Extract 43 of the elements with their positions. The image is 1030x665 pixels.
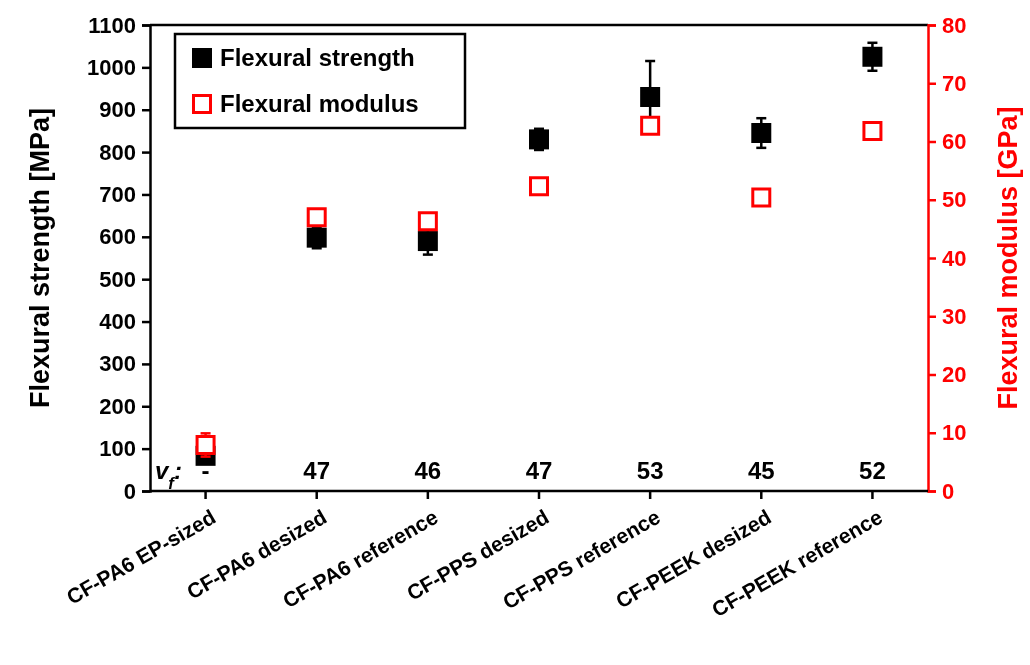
point <box>417 211 438 232</box>
annotation: 46 <box>414 457 442 484</box>
y-tick-label: 400 <box>99 309 136 335</box>
annotation: 52 <box>859 457 886 484</box>
y-tick-label: 800 <box>99 139 136 165</box>
point <box>529 176 549 197</box>
point <box>862 46 883 67</box>
legend-label: Flexural strength <box>220 44 415 72</box>
y2-tick-label: 80 <box>942 12 967 38</box>
y2-tick-label: 20 <box>942 362 967 388</box>
point <box>640 87 661 108</box>
point <box>751 187 772 208</box>
y-tick-label: 1000 <box>87 54 136 80</box>
legend-label: Flexural modulus <box>220 90 419 118</box>
y-tick-label: 0 <box>123 478 136 504</box>
point <box>640 115 661 136</box>
point <box>751 123 772 144</box>
annotation: v$_{f}$: <box>155 457 182 493</box>
y-tick-label: 100 <box>99 436 136 462</box>
y2-tick-label: 30 <box>942 303 967 329</box>
y-tick-label: 600 <box>99 224 136 250</box>
y-tick-label: 700 <box>99 181 136 207</box>
y2-axis-title: Flexural modulus [GPa] <box>993 106 1024 410</box>
point <box>306 207 327 228</box>
y-tick-label: 200 <box>99 393 136 419</box>
y-axis-title: Flexural strength [MPa] <box>25 107 56 409</box>
y2-tick-label: 0 <box>942 478 955 504</box>
y2-tick-label: 60 <box>942 129 967 155</box>
y2-tick-label: 70 <box>942 70 967 96</box>
annotation: 45 <box>747 457 775 484</box>
y2-tick-label: 50 <box>942 187 967 213</box>
y2-tick-label: 10 <box>942 420 967 446</box>
y-tick-label: 1100 <box>88 12 136 38</box>
y-tick-label: 500 <box>99 266 136 292</box>
y2-tick-label: 40 <box>942 245 967 271</box>
y-tick-label: 900 <box>99 97 136 123</box>
annotation: - <box>201 457 210 484</box>
annotation: 47 <box>303 457 331 484</box>
point <box>417 231 438 252</box>
point <box>862 121 883 142</box>
y-tick-label: 300 <box>99 351 136 377</box>
annotation: 47 <box>525 457 553 484</box>
annotation: 53 <box>636 457 664 484</box>
